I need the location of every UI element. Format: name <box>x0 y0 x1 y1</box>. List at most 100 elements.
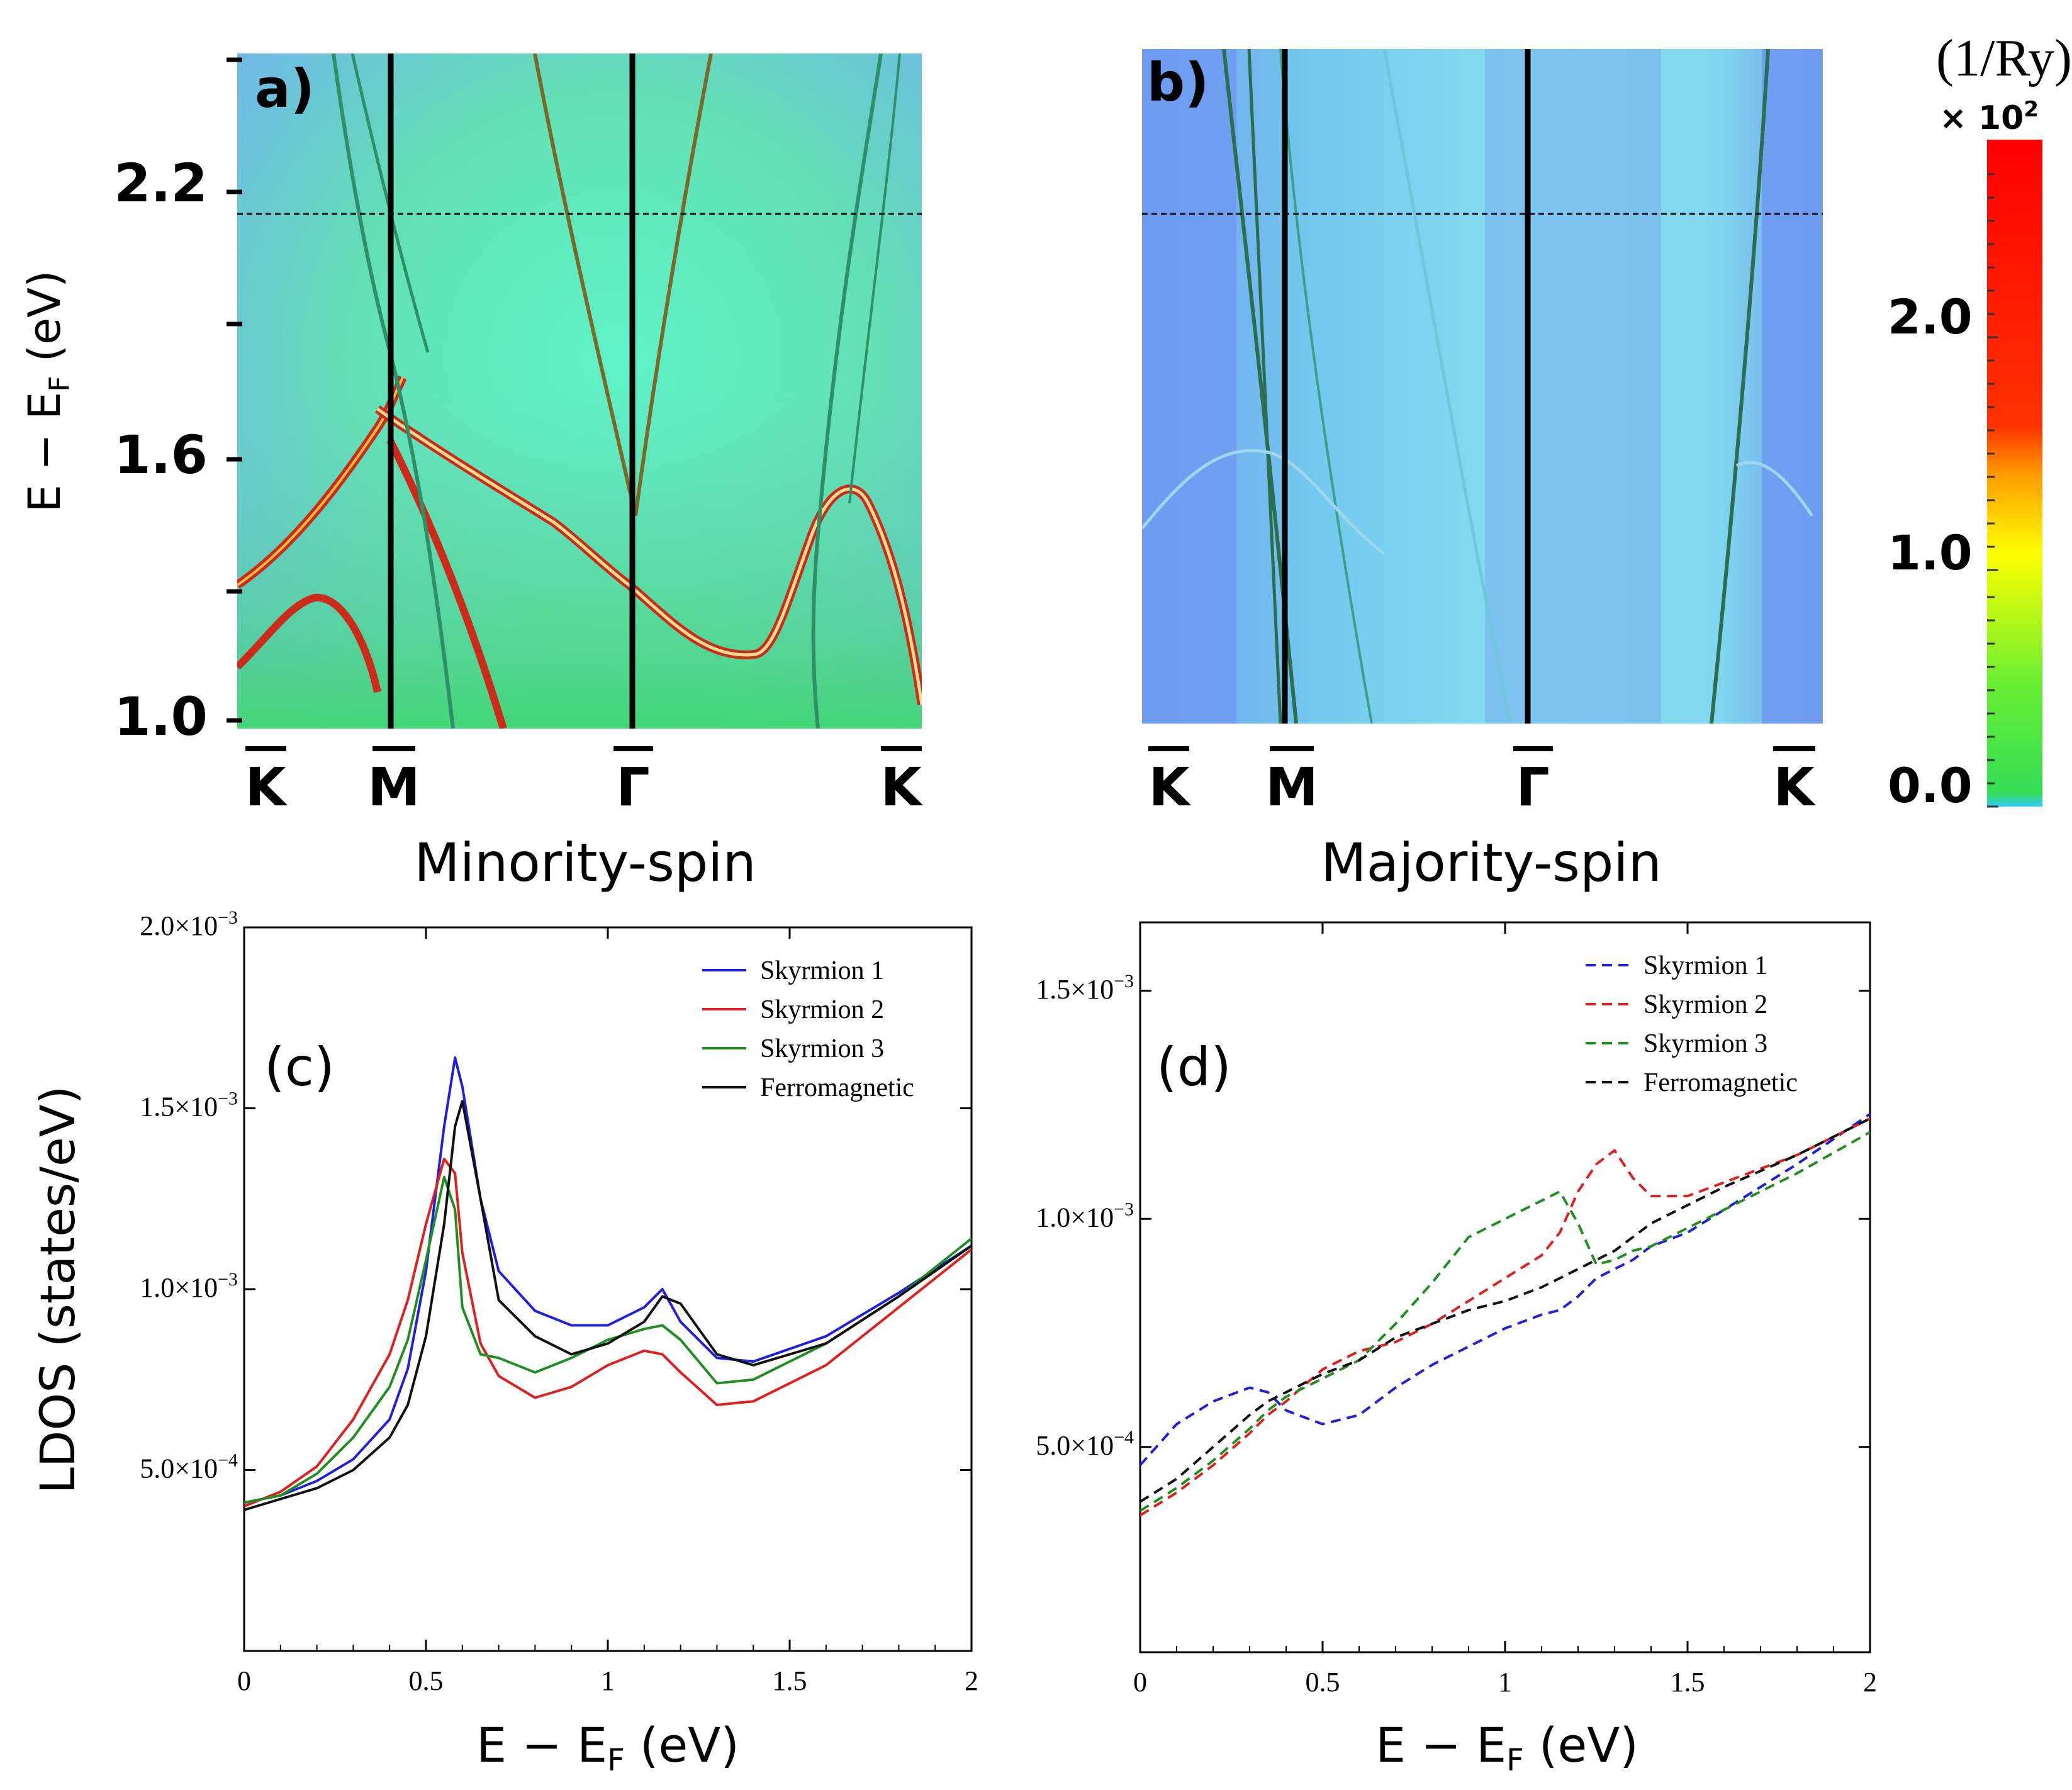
y-tick-label: 5.0×10−4 <box>1036 1427 1134 1461</box>
series-line-ferromagnetic <box>1140 1117 1870 1503</box>
map-a-lower-green <box>237 390 922 729</box>
colorbar-multiplier-base: × 10 <box>1939 99 2024 137</box>
y-tick-exponent: −4 <box>218 1450 238 1471</box>
y-tick-label: 1.0×10−3 <box>1036 1199 1134 1233</box>
k-labels-a: K M Γ K <box>245 746 923 818</box>
y-tick-mantissa: 5.0×10 <box>1036 1430 1114 1461</box>
band-a-descending-glow <box>376 407 922 705</box>
colorbar-multiplier: × 102 <box>1939 97 2039 137</box>
y-axis-label-c: LDOS (states/eV) <box>30 1086 86 1494</box>
x-tick-label: 0.5 <box>1306 1667 1340 1698</box>
y-axis-label-a: E − EF (eV) <box>19 271 76 513</box>
y-tick-label: 1.5×10−3 <box>1036 971 1134 1005</box>
legend-label: Skyrmion 1 <box>1644 951 1767 980</box>
band-b-4 <box>1382 49 1512 724</box>
y-label-sub-a: F <box>43 376 76 391</box>
k-label-b-Gamma: Γ <box>1516 756 1550 818</box>
x-tick-label: 0 <box>237 1665 251 1696</box>
band-a-right-2 <box>848 53 901 504</box>
colorbar-ticks <box>1987 173 1998 808</box>
k-label-a-M: M <box>367 756 420 818</box>
k-label-a-K-right: K <box>880 756 923 818</box>
legend-c: Skyrmion 1 Skyrmion 2 Skyrmion 3 Ferromagne… <box>702 956 914 1102</box>
y-tick-exponent: −4 <box>1114 1427 1134 1448</box>
band-a-gamma-left <box>533 53 637 517</box>
series-group-d <box>1140 1112 1870 1517</box>
y-tick-labels-d: 5.0×10−41.0×10−31.5×10−3 <box>1036 971 1134 1461</box>
k-label-b-K-right: K <box>1773 756 1816 818</box>
y-tick-exponent: −3 <box>1114 1199 1134 1219</box>
y-tick-exponent: −3 <box>218 1269 238 1290</box>
x-tick-labels-d: 0 0.5 1 1.5 2 <box>1133 1667 1877 1698</box>
y-tick-mantissa: 2.0×10 <box>140 910 218 941</box>
legend-label: Skyrmion 2 <box>1644 990 1767 1019</box>
legend-label: Ferromagnetic <box>760 1073 914 1102</box>
y-label-unit-a: (eV) <box>19 271 70 376</box>
series-line-skyrmion-3 <box>1140 1131 1870 1512</box>
x-tick-label: 1 <box>601 1665 615 1696</box>
map-b-right-band <box>1762 49 1823 724</box>
k-labels-b: K M Γ K <box>1148 746 1816 818</box>
x-label-sub-d: F <box>1506 1743 1524 1778</box>
x-label-sub-c: F <box>607 1743 625 1778</box>
panel-label-a: a) <box>255 58 315 120</box>
series-group-c <box>244 1056 972 1511</box>
y-tick-exponent: −3 <box>218 907 238 928</box>
series-line-ferromagnetic <box>244 1100 972 1511</box>
panel-a-minority-spin-map: 2.2 1.6 1.0 E − EF (eV) a) K M Γ K Minor… <box>19 53 923 893</box>
band-a-gamma-right <box>634 53 713 517</box>
map-b-left-band <box>1142 49 1236 724</box>
legend-label: Ferromagnetic <box>1644 1068 1798 1097</box>
series-line-skyrmion-3 <box>244 1175 972 1504</box>
panel-label-d: (d) <box>1156 1036 1231 1098</box>
legend-label: Skyrmion 3 <box>1644 1029 1767 1058</box>
map-b-gamma-band <box>1485 49 1661 724</box>
band-a-right-1 <box>811 53 883 729</box>
x-tick-label: 1.5 <box>1671 1667 1705 1698</box>
panel-d-ldos-chart: 0 0.5 1 1.5 2 5.0×10−41.0×10−31.5×10−3 Skyrm… <box>1036 921 1877 1778</box>
y-tick-mantissa: 1.0×10 <box>140 1272 218 1303</box>
y-label-main-a: E − E <box>19 392 70 513</box>
panel-label-b: b) <box>1147 52 1209 113</box>
colorbar-unit: (1/Ry) <box>1936 29 2072 87</box>
band-a-steep-1 <box>386 439 507 729</box>
y-tick-exponent: −3 <box>1114 971 1134 992</box>
series-line-skyrmion-1 <box>1140 1112 1870 1467</box>
y-tick-label: 5.0×10−4 <box>140 1450 238 1484</box>
y-tick-a-1.6: 1.6 <box>114 424 208 486</box>
x-tick-label: 2 <box>965 1665 978 1696</box>
legend-d: Skyrmion 1 Skyrmion 2 Skyrmion 3 Ferromagne… <box>1586 951 1798 1097</box>
x-tick-label: 1 <box>1498 1667 1512 1698</box>
x-tick-label: 2 <box>1863 1667 1877 1698</box>
k-label-a-K-left: K <box>245 756 288 818</box>
legend-label: Skyrmion 1 <box>760 956 884 985</box>
panel-label-c: (c) <box>264 1036 335 1098</box>
y-tick-labels-c: 5.0×10−41.0×10−31.5×10−32.0×10−3 <box>140 907 238 1484</box>
caption-a: Minority-spin <box>414 832 756 893</box>
x-tick-label: 0.5 <box>409 1665 444 1696</box>
x-label-unit-d: (eV) <box>1524 1717 1638 1773</box>
y-tick-mantissa: 5.0×10 <box>140 1453 218 1484</box>
k-label-b-K-left: K <box>1148 756 1191 818</box>
x-label-main-c: E − E <box>476 1717 607 1773</box>
y-tick-mantissa: 1.5×10 <box>1036 974 1114 1005</box>
legend-label: Skyrmion 2 <box>760 995 884 1024</box>
series-line-skyrmion-2 <box>244 1158 972 1508</box>
x-tick-label: 1.5 <box>773 1665 807 1696</box>
x-axis-label-d: E − EF (eV) <box>1375 1717 1638 1778</box>
x-label-main-d: E − E <box>1375 1717 1506 1773</box>
tick-marks-c <box>243 926 973 1651</box>
y-tick-label: 1.0×10−3 <box>140 1269 238 1303</box>
band-b-7 <box>1735 461 1814 517</box>
colorbar-tick-2.0: 2.0 <box>1888 289 1973 345</box>
panel-b-majority-spin-map: b) K M Γ K Majority-spin <box>1142 49 1823 893</box>
caption-b: Majority-spin <box>1321 832 1662 893</box>
band-b-5 <box>1710 49 1770 724</box>
colorbar: (1/Ry) × 102 2.0 1.0 0.0 <box>1888 29 2072 814</box>
band-b-6 <box>1142 449 1386 555</box>
y-tick-a-1.0: 1.0 <box>114 686 208 747</box>
x-tick-labels-c: 0 0.5 1 1.5 2 <box>237 1665 978 1696</box>
tick-marks-d <box>1139 922 1871 1652</box>
x-label-unit-c: (eV) <box>625 1717 739 1773</box>
